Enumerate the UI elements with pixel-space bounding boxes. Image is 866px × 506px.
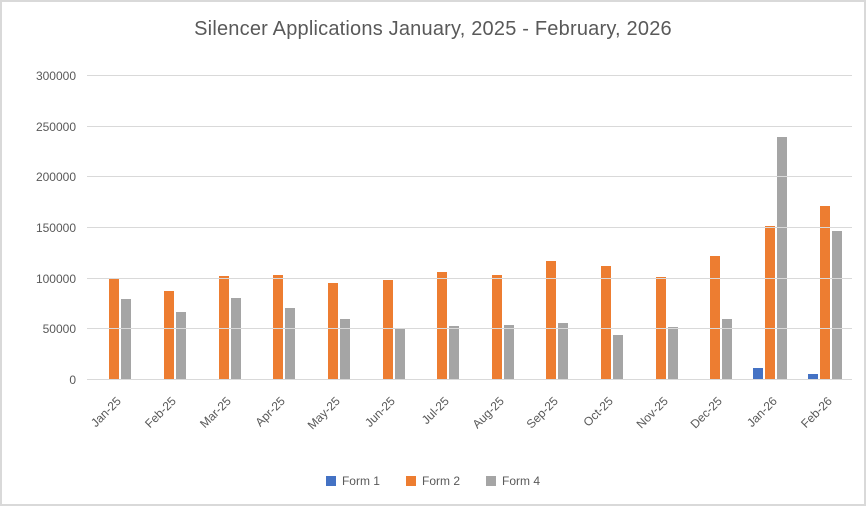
- y-axis-tick-label: 250000: [35, 119, 76, 134]
- bar-group-jan-25: [87, 76, 142, 380]
- bar-form-2-aug-25: [491, 274, 502, 380]
- bar-group-nov-25: [633, 76, 688, 380]
- legend-item-form-1: Form 1: [325, 474, 380, 488]
- gridline: [87, 75, 852, 76]
- bar-form-4-feb-25: [175, 312, 186, 380]
- bar-group-mar-25: [196, 76, 251, 380]
- bar-form-2-apr-25: [273, 274, 284, 380]
- bar-form-4-jan-26: [777, 136, 788, 380]
- bar-form-4-aug-25: [503, 325, 514, 380]
- gridline: [87, 379, 852, 380]
- gridline: [87, 176, 852, 178]
- bar-form-2-may-25: [327, 282, 338, 380]
- bar-group-sep-25: [524, 76, 579, 380]
- y-axis-tick-label: 150000: [35, 221, 76, 235]
- bar-group-feb-25: [142, 76, 197, 380]
- bar-form-2-jan-26: [765, 225, 776, 380]
- bar-form-2-oct-25: [601, 265, 612, 380]
- bar-form-4-feb-26: [831, 231, 842, 380]
- plot-area: [87, 75, 852, 380]
- y-axis-tick-label: 100000: [35, 271, 76, 286]
- gridline: [87, 277, 852, 279]
- gridline: [87, 328, 852, 330]
- y-axis-tick-label: 200000: [35, 170, 76, 185]
- gridline: [87, 227, 852, 228]
- bar-group-feb-26: [797, 76, 852, 380]
- bar-form-4-apr-25: [285, 308, 296, 380]
- bar-form-2-nov-25: [655, 276, 666, 380]
- bar-group-jan-26: [743, 76, 798, 380]
- bar-group-jul-25: [415, 76, 470, 380]
- bar-form-2-mar-25: [218, 275, 229, 380]
- bar-group-may-25: [306, 76, 361, 380]
- legend-label: Form 1: [341, 474, 380, 488]
- legend-item-form-4: Form 4: [486, 474, 540, 488]
- y-axis: 0 50000 100000 150000 200000 250000 300000: [2, 69, 80, 387]
- legend-swatch-icon: [325, 476, 336, 486]
- bar-group-dec-25: [688, 76, 743, 380]
- y-axis-tick-label: 0: [69, 373, 76, 387]
- bar-form-2-sep-25: [546, 261, 557, 380]
- bar-form-2-jun-25: [382, 279, 393, 380]
- bar-form-4-mar-25: [230, 297, 241, 380]
- gridline: [87, 125, 852, 127]
- bar-form-4-sep-25: [558, 323, 569, 380]
- x-axis: Jan-25 Feb-25 Mar-25 Apr-25 May-25 Jun-25 Jul-…: [87, 386, 852, 456]
- bar-group-jun-25: [360, 76, 415, 380]
- bar-form-4-dec-25: [722, 319, 733, 380]
- bar-form-4-nov-25: [667, 327, 678, 380]
- legend-label: Form 2: [421, 474, 460, 488]
- bar-form-1-jan-26: [753, 367, 764, 380]
- bar-form-4-oct-25: [613, 335, 624, 380]
- bar-form-4-jul-25: [449, 326, 460, 380]
- bars-layer: [87, 76, 852, 380]
- bar-form-2-dec-25: [710, 256, 721, 380]
- bar-form-4-jan-25: [121, 298, 132, 380]
- legend: Form 1 Form 2 Form 4: [2, 474, 864, 488]
- bar-form-4-may-25: [339, 319, 350, 380]
- bar-form-2-jul-25: [437, 271, 448, 380]
- legend-item-form-2: Form 2: [405, 474, 460, 488]
- legend-label: Form 4: [502, 474, 541, 488]
- chart-title: Silencer Applications January, 2025 - Fe…: [194, 18, 672, 40]
- legend-swatch-icon: [486, 476, 496, 486]
- bar-group-aug-25: [470, 76, 525, 380]
- legend-swatch-icon: [405, 476, 416, 486]
- bar-group-oct-25: [579, 76, 634, 380]
- bar-form-2-feb-26: [819, 205, 830, 380]
- bar-form-4-jun-25: [394, 329, 405, 380]
- y-axis-tick-label: 50000: [42, 322, 76, 337]
- y-axis-tick-label: 300000: [35, 69, 76, 83]
- bar-form-1-feb-26: [807, 374, 818, 380]
- bar-group-apr-25: [251, 76, 306, 380]
- bar-form-2-feb-25: [163, 290, 174, 380]
